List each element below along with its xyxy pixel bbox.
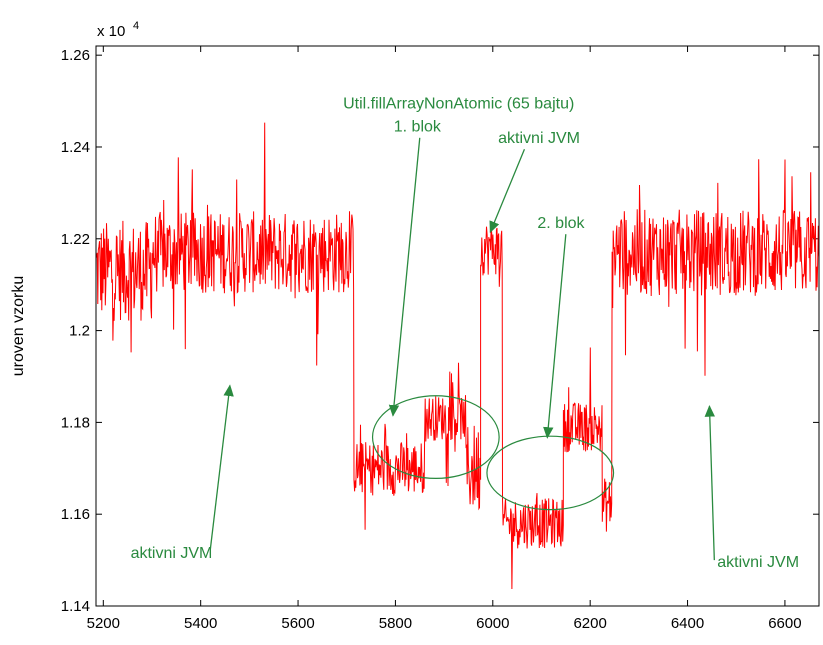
annotations-group: Util.fillArrayNonAtomic (65 bajtu) 1. blo… bbox=[131, 95, 799, 571]
annotation-label: 2. blok bbox=[537, 215, 585, 232]
series-line bbox=[95, 122, 820, 590]
annotation-label: Util.fillArrayNonAtomic (65 bajtu) bbox=[343, 95, 574, 112]
x-tick-label: 5200 bbox=[87, 615, 120, 632]
y-tick-label: 1.2 bbox=[69, 323, 90, 340]
annotation-arrow bbox=[388, 137, 421, 417]
x-tick-label: 5800 bbox=[379, 615, 412, 632]
highlight-ellipse bbox=[371, 395, 500, 479]
annotation-label: aktivni JVM bbox=[717, 554, 799, 571]
y-tick-label: 1.24 bbox=[61, 139, 90, 156]
x-axis: 5200 5400 5600 5800 6000 6200 6400 6600 bbox=[87, 46, 802, 632]
y-tick-label: 1.18 bbox=[61, 414, 90, 431]
x-tick-label: 5400 bbox=[184, 615, 217, 632]
annotation-label: aktivni JVM bbox=[131, 545, 213, 562]
y-axis-label: uroven vzorku bbox=[10, 276, 27, 377]
x-tick-label: 6600 bbox=[768, 615, 801, 632]
x-tick-label: 5600 bbox=[281, 615, 314, 632]
annotation-arrow bbox=[209, 384, 234, 549]
x-tick-label: 6400 bbox=[671, 615, 704, 632]
x-tick-label: 6200 bbox=[573, 615, 606, 632]
y-tick-label: 1.26 bbox=[61, 47, 90, 64]
annotation-arrow bbox=[543, 234, 567, 439]
series-group bbox=[95, 122, 820, 590]
y-multiplier-label: x 10 bbox=[97, 23, 125, 40]
annotation-label: aktivni JVM bbox=[498, 130, 580, 147]
y-tick-label: 1.14 bbox=[61, 598, 90, 615]
y-tick-label: 1.22 bbox=[61, 231, 90, 248]
y-tick-label: 1.16 bbox=[61, 506, 90, 523]
annotation-arrow bbox=[489, 149, 526, 234]
y-multiplier-exponent: 4 bbox=[133, 20, 139, 32]
annotation-label: 1. blok bbox=[394, 118, 442, 135]
x-tick-label: 6000 bbox=[476, 615, 509, 632]
annotation-arrow bbox=[704, 405, 715, 561]
plot-frame bbox=[95, 45, 820, 607]
y-axis: 1.14 1.16 1.18 1.2 1.22 1.24 1.26 bbox=[61, 47, 819, 615]
